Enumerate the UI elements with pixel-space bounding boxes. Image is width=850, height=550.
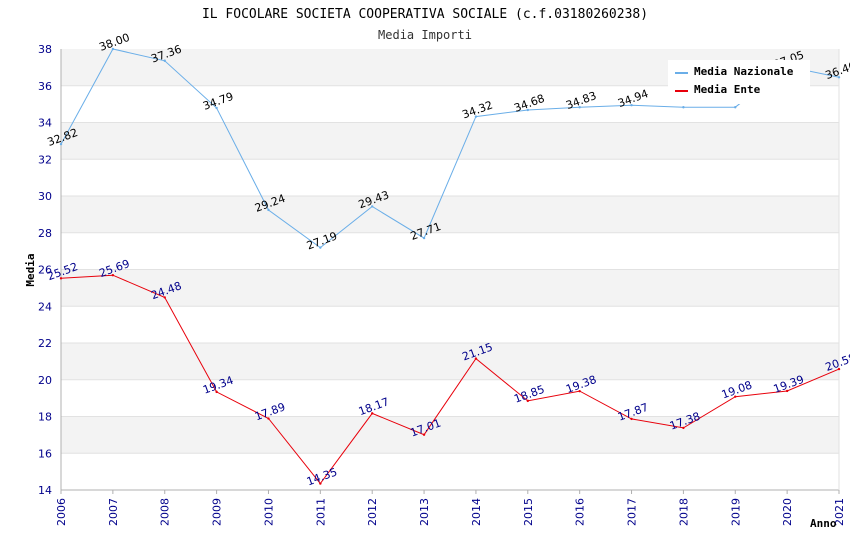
data-point — [267, 208, 270, 212]
x-tick-label: 2011 — [314, 498, 327, 526]
x-tick-label: 2019 — [729, 498, 742, 526]
y-tick-label: 38 — [38, 43, 52, 56]
x-tick-label: 2010 — [262, 498, 275, 526]
data-point — [163, 296, 166, 299]
x-tick-label: 2021 — [833, 498, 846, 526]
y-tick-label: 32 — [38, 153, 52, 166]
series-line-media-nazionale — [60, 48, 840, 249]
data-point — [163, 59, 166, 62]
data-point — [422, 236, 426, 240]
grid-band — [61, 269, 839, 307]
x-tick-label: 2014 — [470, 498, 483, 526]
y-tick-labels: 14 16 18 20 22 24 26 28 30 32 34 36 38 — [38, 43, 52, 497]
series-lines — [59, 47, 841, 485]
data-point — [785, 389, 789, 393]
x-tick-label: 2008 — [159, 498, 172, 526]
series-line-media-ente — [60, 274, 840, 485]
y-tick-label: 26 — [38, 264, 52, 277]
x-tick-label: 2009 — [211, 498, 224, 526]
y-tick-label: 20 — [38, 374, 52, 387]
data-point — [371, 412, 374, 415]
legend-box — [668, 60, 810, 104]
y-tick-label: 16 — [38, 447, 52, 460]
data-point — [422, 433, 426, 436]
y-axis-label: Media — [24, 253, 37, 286]
data-point — [371, 205, 374, 208]
axes — [60, 49, 840, 491]
grid-band — [61, 306, 839, 343]
x-axis-label: Anno — [810, 517, 837, 530]
data-point — [59, 142, 63, 146]
legend-label-media-nazionale: Media Nazionale — [694, 65, 794, 78]
data-point — [215, 106, 218, 110]
grid-band — [61, 453, 839, 490]
chart-title: IL FOCOLARE SOCIETA COOPERATIVA SOCIALE … — [202, 7, 648, 22]
x-tick-labels: 2006 2007 2008 2009 2010 2011 2012 2013 2014 2015… — [55, 490, 846, 526]
x-tick-label: 2013 — [418, 498, 431, 526]
data-point — [734, 106, 737, 109]
data-point — [578, 106, 581, 109]
x-tick-label: 2015 — [522, 498, 535, 526]
grid-band — [61, 343, 839, 380]
data-point — [630, 104, 633, 107]
data-point — [526, 399, 529, 403]
data-point — [319, 246, 322, 249]
data-point — [578, 389, 581, 393]
data-point — [474, 115, 478, 118]
y-tick-label: 22 — [38, 337, 52, 350]
grid-band — [61, 232, 839, 270]
data-point — [837, 76, 841, 79]
x-tick-label: 2018 — [677, 498, 690, 526]
y-tick-label: 28 — [38, 227, 52, 240]
y-tick-label: 34 — [38, 117, 52, 130]
x-tick-label: 2012 — [366, 498, 379, 526]
y-tick-label: 30 — [38, 190, 52, 203]
data-point — [474, 357, 478, 360]
grid-band — [61, 196, 839, 233]
y-tick-label: 36 — [38, 80, 52, 93]
data-point — [267, 417, 270, 420]
data-point — [837, 367, 841, 371]
data-point — [59, 277, 63, 280]
x-tick-label: 2020 — [781, 498, 794, 526]
x-tick-label: 2017 — [626, 498, 639, 526]
data-point — [111, 47, 115, 51]
data-point — [682, 106, 685, 109]
data-point — [111, 273, 115, 277]
chart-subtitle: Media Importi — [378, 28, 472, 42]
x-tick-label: 2016 — [574, 498, 587, 526]
data-point — [734, 395, 737, 398]
grid-band — [61, 416, 839, 454]
grid-band — [61, 379, 839, 417]
data-point — [215, 390, 218, 394]
data-point — [630, 417, 633, 421]
legend: Media Nazionale Media Ente — [668, 60, 810, 104]
x-tick-label: 2006 — [55, 498, 68, 526]
y-tick-label: 24 — [38, 300, 52, 313]
grid-bands — [61, 49, 839, 491]
data-point — [319, 482, 322, 485]
legend-label-media-ente: Media Ente — [694, 83, 761, 96]
grid-band — [61, 122, 839, 160]
data-point — [682, 426, 685, 430]
y-tick-label: 18 — [38, 411, 52, 424]
x-tick-label: 2007 — [107, 498, 120, 526]
data-point — [526, 108, 529, 112]
y-tick-label: 14 — [38, 484, 52, 497]
